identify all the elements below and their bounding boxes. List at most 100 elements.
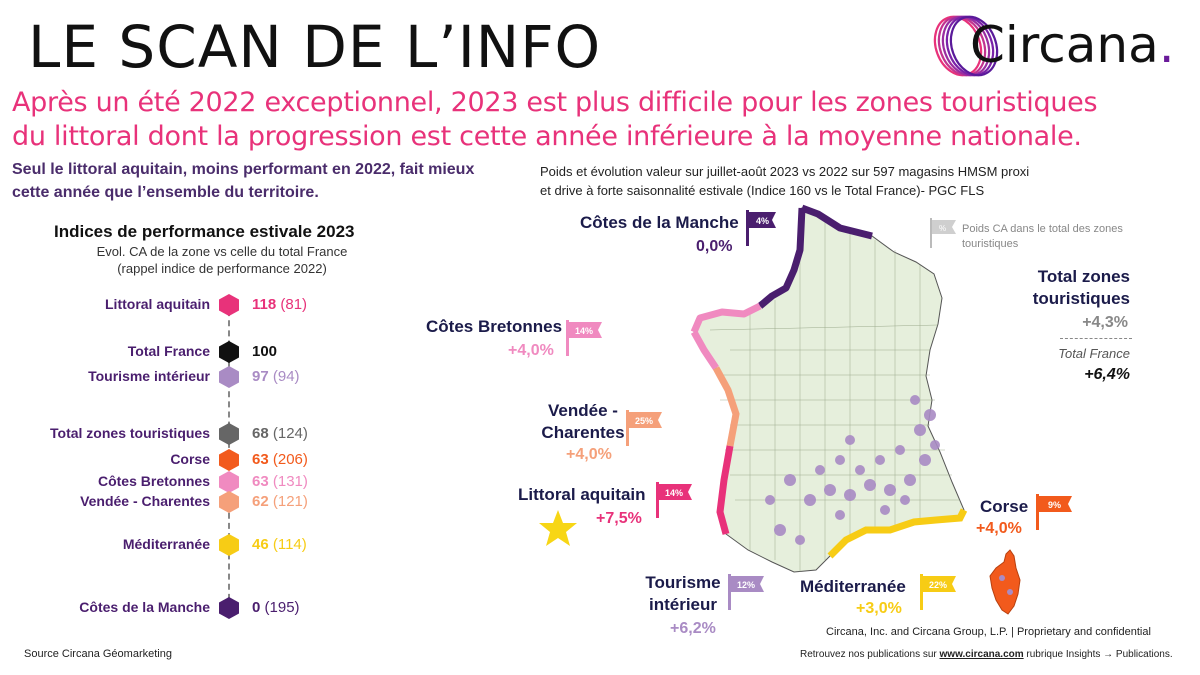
flag-text-mediterranee: 22% xyxy=(929,580,947,590)
totals-divider xyxy=(1060,338,1132,339)
france-mainland-shape xyxy=(693,207,965,573)
index-label: Méditerranée xyxy=(122,536,210,552)
index-row: Côtes Bretonnes 63 (131) xyxy=(0,471,430,493)
index-value-previous: (81) xyxy=(280,296,308,313)
zone-manche-evo: 0,0% xyxy=(696,238,733,255)
total-france-name: Total France xyxy=(1058,346,1130,361)
index-label: Total zones touristiques xyxy=(50,425,210,441)
map-description-line-1: Poids et évolution valeur sur juillet-ao… xyxy=(540,164,1030,179)
flag-icon-aquitain: 14% xyxy=(656,482,692,518)
index-hexagon-icon xyxy=(219,449,239,471)
zone-interieur-name: Tourisme intérieur xyxy=(640,572,726,616)
coast-manche xyxy=(757,204,873,309)
coast-aquitain xyxy=(716,445,734,535)
zone-corse-name: Corse xyxy=(980,497,1029,516)
zone-bretonnes-evo: +4,0% xyxy=(508,342,554,359)
zone-vendee-name-1: Vendée - xyxy=(548,401,618,420)
index-label: Côtes Bretonnes xyxy=(97,473,210,489)
publications-note: Retrouvez nos publications sur www.circa… xyxy=(800,649,1173,660)
index-row: Côtes de la Manche 0 (195) xyxy=(0,597,430,619)
index-label: Tourisme intérieur xyxy=(88,368,210,384)
index-value: 97 (94) xyxy=(252,368,300,385)
index-row: Méditerranée 46 (114) xyxy=(0,534,430,556)
index-hexagon-icon xyxy=(219,341,239,363)
coast-mediterranee xyxy=(827,508,968,559)
headline-line-1: Après un été 2022 exceptionnel, 2023 est… xyxy=(12,87,1098,118)
index-row: Corse 63 (206) xyxy=(0,449,430,471)
coast-vendee xyxy=(712,366,740,447)
zone-aquitain-name: Littoral aquitain xyxy=(518,485,646,504)
flag-text-bretonnes: 14% xyxy=(575,326,593,336)
index-value: 62 (121) xyxy=(252,493,308,510)
tourisme-interieur-dots xyxy=(765,395,940,545)
pub-prefix: Retrouvez nos publications sur xyxy=(800,649,940,660)
map-description-line-2: et drive à forte saisonnalité estivale (… xyxy=(540,183,985,198)
total-france-evo: +6,4% xyxy=(1084,366,1130,383)
index-value: 118 (81) xyxy=(252,296,307,313)
index-value-current: 62 xyxy=(252,493,269,510)
flag-text-vendee: 25% xyxy=(635,416,653,426)
circana-logo-rings xyxy=(933,15,999,77)
index-label: Total France xyxy=(127,343,210,359)
index-value-previous: (94) xyxy=(272,368,300,385)
index-value-current: 63 xyxy=(252,451,269,468)
index-value-previous: (114) xyxy=(272,536,307,553)
department-grid xyxy=(709,220,960,572)
indices-subtitle: Evol. CA de la zone vs celle du total Fr… xyxy=(96,244,348,276)
brand-name: Circana. xyxy=(970,14,1175,76)
index-row: Tourisme intérieur 97 (94) xyxy=(0,366,430,388)
index-hexagon-icon xyxy=(219,423,239,445)
index-value-previous: (206) xyxy=(272,451,308,468)
index-label: Corse xyxy=(170,451,210,467)
index-label: Littoral aquitain xyxy=(105,296,210,312)
flag-icon-vendee: 25% xyxy=(626,410,662,446)
index-value: 63 (131) xyxy=(252,473,308,490)
index-value: 63 (206) xyxy=(252,451,308,468)
index-value-current: 63 xyxy=(252,473,269,490)
flag-icon-corse: 9% xyxy=(1036,494,1072,530)
coast-bretonnes xyxy=(690,302,762,370)
subheadline: Seul le littoral aquitain, moins perform… xyxy=(12,161,475,201)
index-value-current: 118 xyxy=(252,296,277,313)
flag-text-corse: 9% xyxy=(1048,500,1061,510)
index-value-current: 46 xyxy=(252,536,269,553)
zone-aquitain-evo: +7,5% xyxy=(596,510,642,527)
corse-island-shape xyxy=(989,549,1021,615)
index-row: Littoral aquitain 118 (81) xyxy=(0,294,430,316)
index-hexagon-icon xyxy=(219,491,239,513)
zone-corse-evo: +4,0% xyxy=(976,520,1022,537)
page-title: LE SCAN DE L’INFO xyxy=(28,13,602,81)
index-value-previous: (121) xyxy=(272,493,308,510)
indices-title: Indices de performance estivale 2023 xyxy=(54,222,355,241)
index-row: Total France 100 xyxy=(0,341,430,363)
index-value-current: 100 xyxy=(252,343,278,360)
index-value: 68 (124) xyxy=(252,425,308,442)
legend-flag-text: % xyxy=(939,224,946,233)
index-hexagon-icon xyxy=(219,366,239,388)
index-row: Vendée - Charentes 62 (121) xyxy=(0,491,430,513)
flag-icon-interieur: 12% xyxy=(728,574,764,610)
flag-icon-manche: 4% xyxy=(746,210,776,246)
flag-text-interieur: 12% xyxy=(737,580,755,590)
zone-bretonnes-name: Côtes Bretonnes xyxy=(426,317,563,336)
index-value: 0 (195) xyxy=(252,599,300,616)
zone-mediterranee-name: Méditerranée xyxy=(800,577,906,596)
zone-vendee-name-2: Charentes xyxy=(541,423,625,442)
index-hexagon-icon xyxy=(219,294,239,316)
zone-manche-name: Côtes de la Manche xyxy=(580,213,739,232)
index-value-previous: (124) xyxy=(272,425,308,442)
zone-mediterranee-evo: +3,0% xyxy=(856,600,902,617)
index-value-previous: (131) xyxy=(272,473,308,490)
total-zones-evo: +4,3% xyxy=(1082,314,1128,331)
index-label: Vendée - Charentes xyxy=(80,493,210,509)
flag-text-manche: 4% xyxy=(756,216,769,226)
brand-dot: . xyxy=(1158,16,1175,74)
zone-interieur-name-1: Tourisme xyxy=(645,573,721,592)
brand-text: Circana xyxy=(970,16,1159,74)
index-value-current: 97 xyxy=(252,368,269,385)
legend-flag-icon: % xyxy=(930,218,956,248)
circana-link[interactable]: www.circana.com xyxy=(939,649,1024,660)
copyright-text: Circana, Inc. and Circana Group, L.P. | … xyxy=(826,626,1151,638)
zone-interieur-evo: +6,2% xyxy=(670,620,716,637)
flag-icon-bretonnes: 14% xyxy=(566,320,602,356)
